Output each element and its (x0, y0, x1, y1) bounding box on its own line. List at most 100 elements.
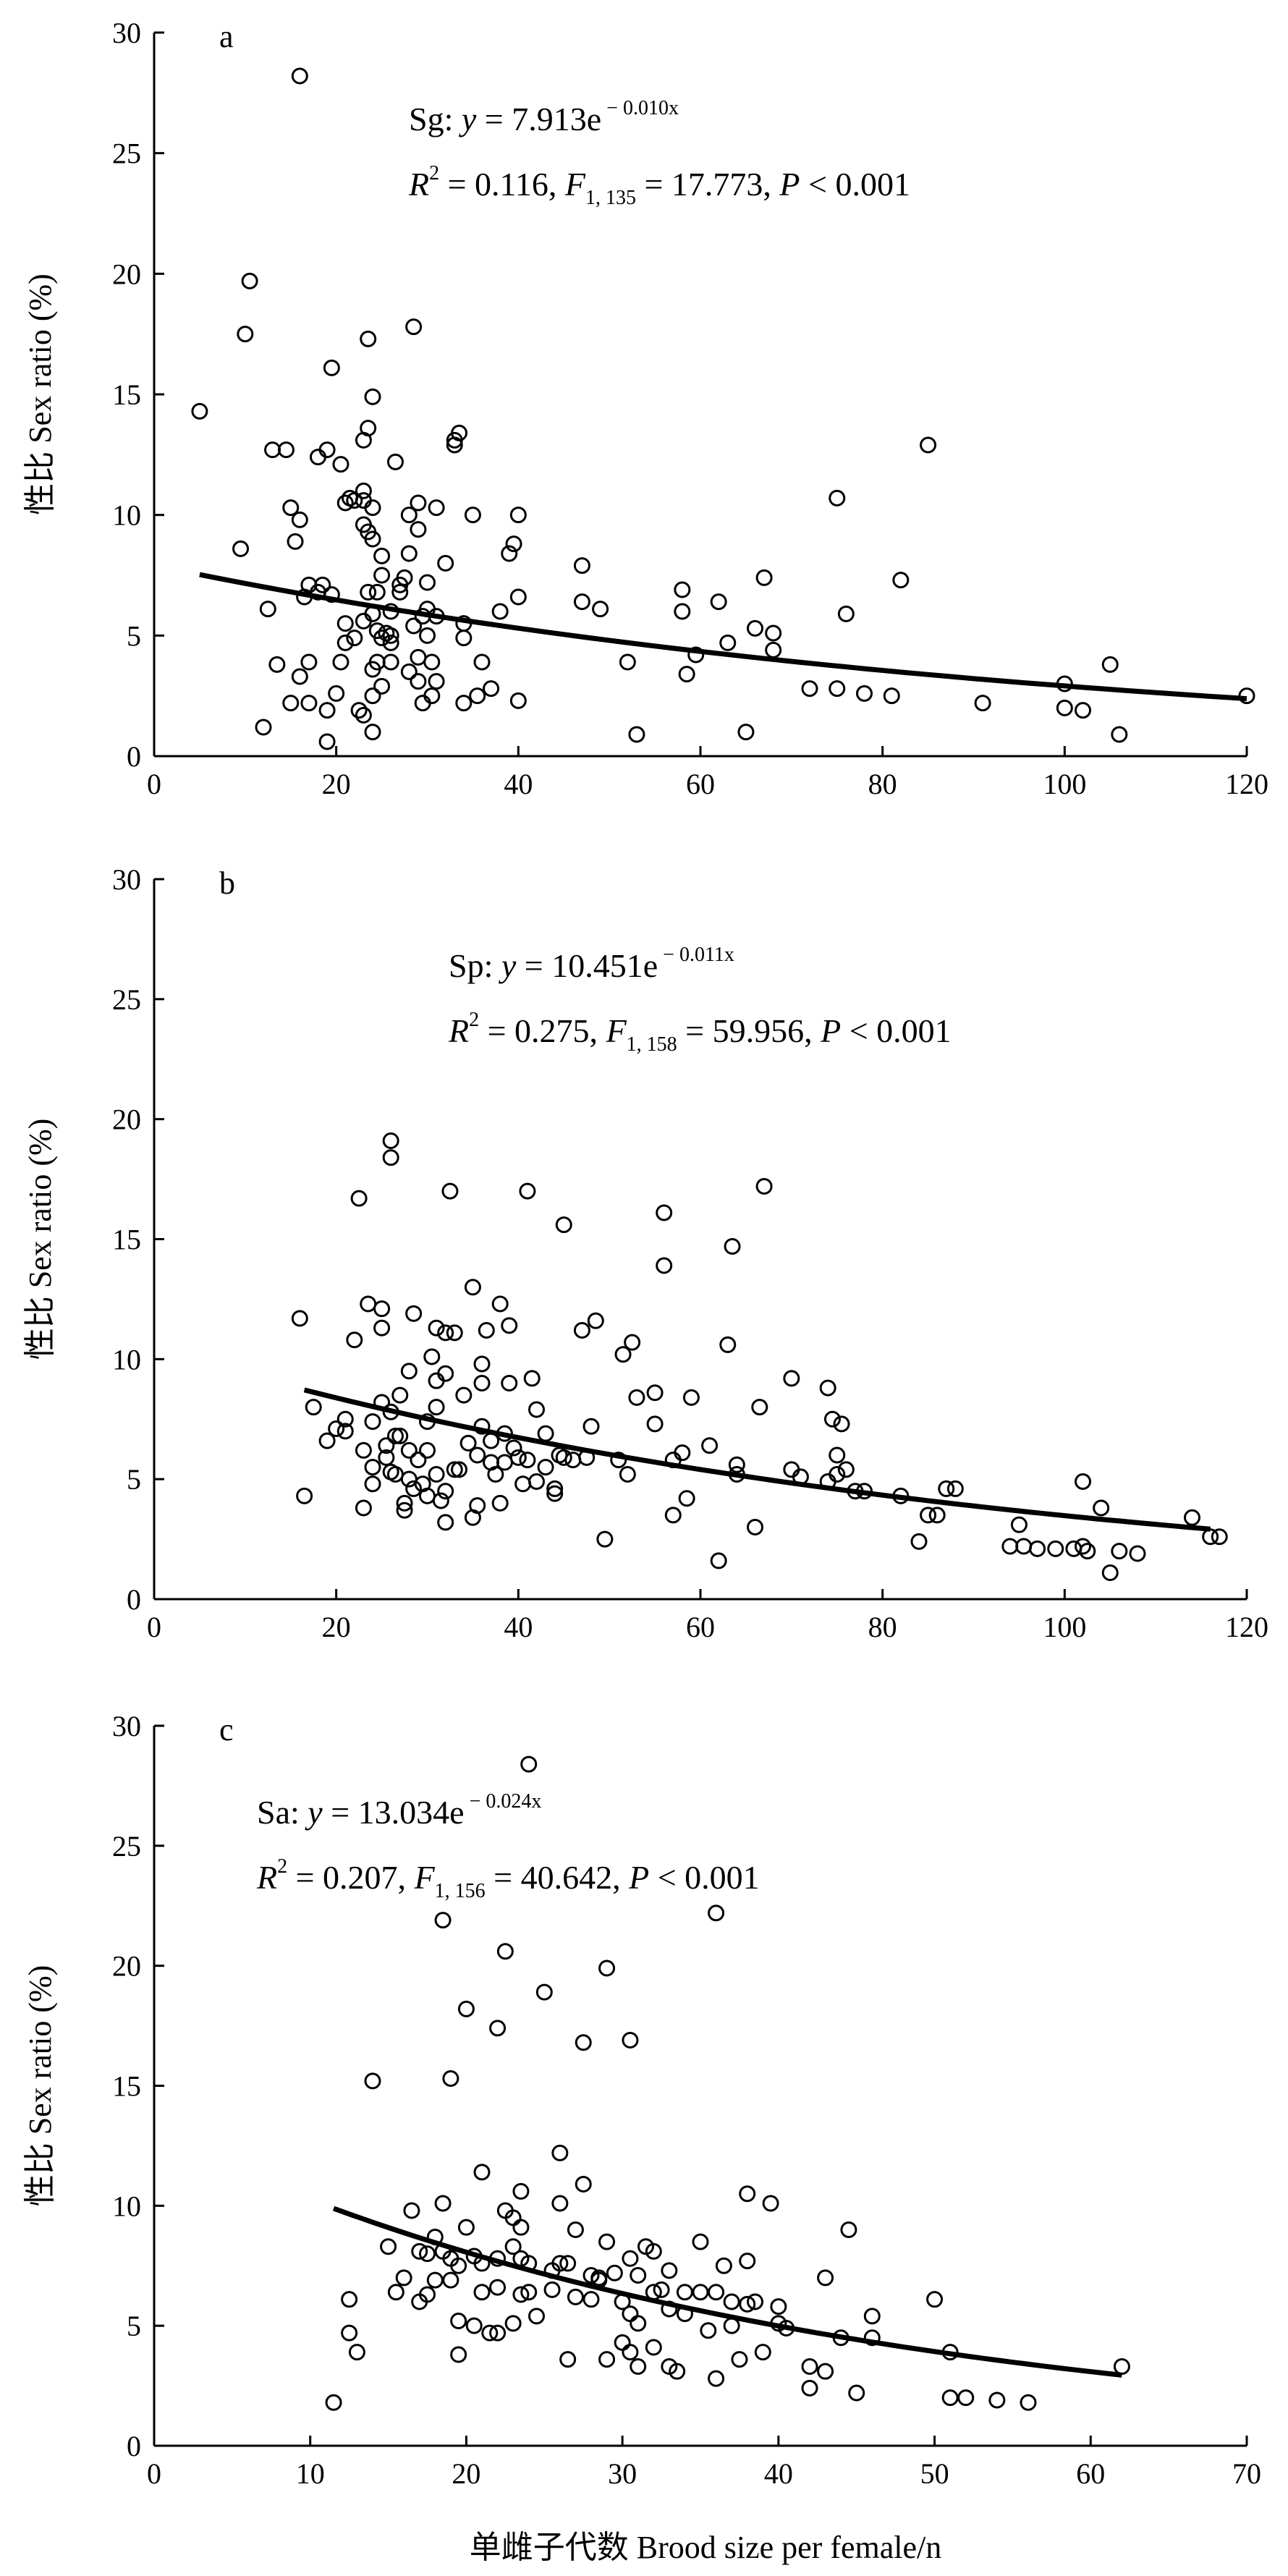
data-point (373, 1300, 391, 1318)
data-point (520, 2284, 538, 2301)
data-point (1065, 1540, 1082, 1557)
data-point (564, 1452, 582, 1469)
y-axis-label: 性比 Sex ratio (%) (22, 1965, 58, 2207)
data-point (400, 663, 418, 680)
data-point (587, 1312, 604, 1329)
data-point (519, 1182, 536, 1200)
data-point (1001, 1538, 1019, 1555)
data-point (291, 1310, 308, 1327)
y-tick-label: 10 (112, 1343, 141, 1376)
x-tick-label: 0 (147, 768, 161, 800)
data-point (739, 2295, 756, 2313)
data-point (465, 2317, 483, 2334)
data-point (817, 2269, 834, 2287)
data-point (737, 724, 755, 741)
data-point (328, 685, 345, 702)
data-point (528, 1401, 545, 1418)
data-point (573, 557, 590, 575)
data-point (678, 666, 695, 683)
data-point (428, 499, 445, 517)
data-point (863, 2329, 881, 2347)
data-point (478, 1322, 495, 1339)
data-point (428, 1466, 445, 1483)
data-point (336, 615, 354, 632)
fit-equation: Sa: y = 13.034e − 0.024x (257, 1790, 541, 1831)
data-point (237, 326, 254, 343)
data-point (496, 1454, 513, 1471)
data-point (1101, 1564, 1119, 1582)
data-point (455, 1386, 473, 1404)
data-point (747, 2293, 763, 2310)
data-point (318, 733, 336, 750)
data-point (537, 1425, 554, 1442)
data-point (509, 692, 527, 709)
y-tick-label: 10 (112, 499, 141, 532)
data-point (837, 605, 855, 622)
data-point (437, 1324, 454, 1342)
data-point (428, 1319, 445, 1336)
data-point (346, 630, 363, 647)
data-point (501, 1375, 518, 1391)
y-tick-label: 0 (127, 2430, 141, 2462)
data-point (687, 646, 705, 664)
x-tick-label: 0 (147, 1611, 161, 1643)
data-point (801, 680, 818, 698)
data-point (755, 1178, 773, 1195)
x-tick-label: 60 (686, 1611, 715, 1643)
fit-statistics: R2 = 0.207, F1, 156 = 40.642, P < 0.001 (256, 1855, 760, 1902)
data-point (469, 687, 486, 705)
data-point (1093, 1499, 1110, 1517)
fit-equation: Sg: y = 7.913e − 0.010x (409, 97, 679, 137)
fit-equation: Sp: y = 10.451e − 0.011x (449, 944, 734, 984)
data-point (710, 593, 727, 611)
data-point (382, 627, 399, 644)
fit-statistics: R2 = 0.275, F1, 158 = 59.956, P < 0.001 (448, 1009, 952, 1056)
data-point (419, 2286, 436, 2303)
data-point (410, 673, 427, 690)
data-point (346, 492, 363, 509)
data-point (264, 441, 281, 459)
data-point (710, 1552, 727, 1569)
data-point (555, 1216, 572, 1234)
data-point (332, 653, 349, 671)
data-point (489, 2324, 507, 2342)
data-point (491, 1295, 509, 1313)
data-point (724, 1237, 741, 1255)
data-point (328, 1420, 345, 1438)
data-point (1075, 1538, 1091, 1555)
data-point (423, 687, 441, 705)
data-point (715, 2257, 732, 2274)
data-point (592, 601, 609, 618)
data-point (656, 1257, 673, 1274)
data-point (817, 2363, 834, 2380)
fit-statistics: R2 = 0.116, F1, 135 = 17.773, P < 0.001 (408, 162, 910, 209)
panel-c: 0 10 20 30 40 50 60 70 0 5 10 15 20 25 30 性比 Sex ratio … (22, 1710, 1261, 2490)
data-point (346, 1331, 363, 1349)
data-point (674, 603, 691, 620)
data-point (300, 653, 318, 671)
y-tick-label: 0 (127, 1583, 141, 1616)
data-point (489, 2020, 507, 2037)
data-point (512, 2286, 530, 2303)
x-tick-label: 80 (868, 768, 897, 800)
data-point (719, 1336, 737, 1353)
data-point (419, 2245, 436, 2263)
data-point (700, 2322, 717, 2339)
data-point (628, 726, 645, 743)
data-point (582, 1418, 600, 1435)
data-point (441, 1182, 459, 1200)
data-point (575, 2034, 592, 2051)
data-point (863, 2308, 881, 2325)
data-point (546, 1485, 564, 1502)
data-point (391, 583, 409, 601)
data-point (364, 388, 381, 405)
data-point (318, 441, 336, 459)
data-point (537, 1459, 554, 1476)
data-point (829, 1466, 846, 1483)
data-point (883, 687, 900, 705)
data-point (364, 1475, 381, 1493)
data-point (678, 1490, 695, 1507)
data-point (291, 668, 308, 685)
data-point (504, 2238, 522, 2255)
panel-label: c (219, 1712, 234, 1747)
